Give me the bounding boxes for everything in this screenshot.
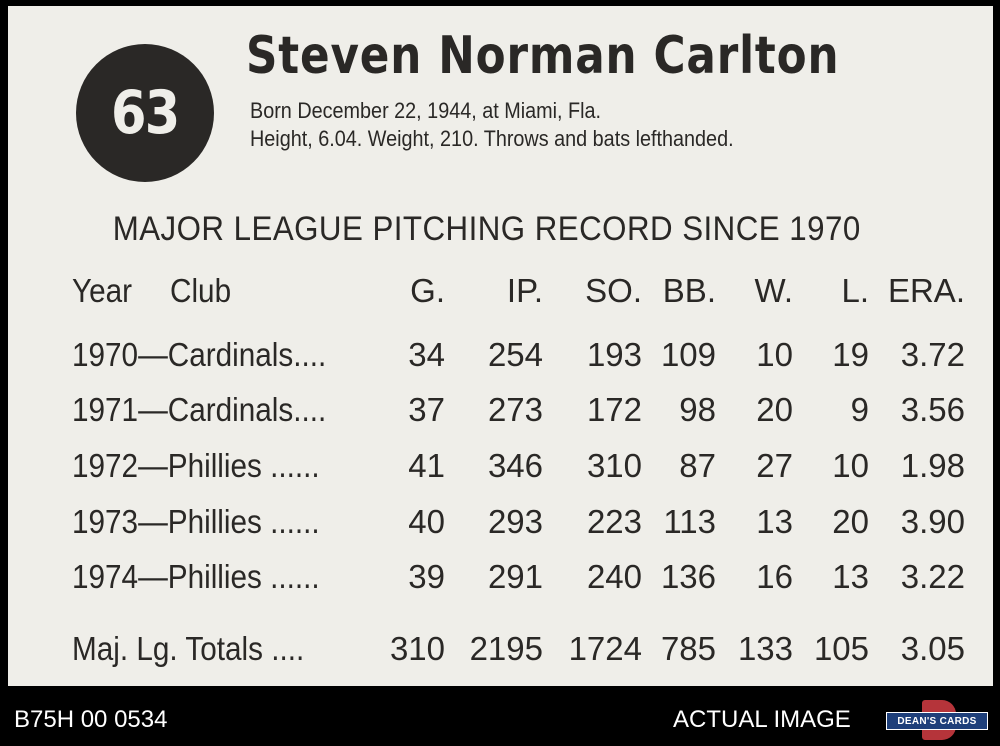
cell-so: 240 bbox=[586, 558, 642, 595]
cell-l: 10 bbox=[832, 447, 869, 484]
cell-era: 3.56 bbox=[900, 391, 965, 428]
physical-info: Height, 6.04. Weight, 210. Throws and ba… bbox=[250, 126, 734, 151]
deans-cards-logo-icon: DEAN'S CARDS bbox=[884, 700, 990, 740]
cell-bb: 109 bbox=[660, 336, 716, 373]
cell-era: 3.22 bbox=[900, 558, 965, 595]
total-bb: 785 bbox=[660, 630, 716, 667]
cell-w: 16 bbox=[756, 558, 793, 595]
cell-bb: 98 bbox=[679, 391, 716, 428]
cell-bb: 87 bbox=[679, 447, 716, 484]
stats-row: 1973—Phillies ...... 40 293 223 113 13 2… bbox=[8, 503, 993, 547]
cell-w: 10 bbox=[756, 336, 793, 373]
col-header-year: Year bbox=[72, 272, 133, 309]
col-header-bb: BB. bbox=[662, 272, 716, 309]
col-header-club: Club bbox=[170, 272, 232, 309]
logo-text: DEAN'S CARDS bbox=[897, 715, 977, 727]
col-header-w: W. bbox=[754, 272, 794, 309]
cell-ip: 293 bbox=[487, 503, 543, 540]
card-number: 63 bbox=[111, 78, 180, 148]
cell-g: 39 bbox=[408, 558, 445, 595]
total-w: 133 bbox=[737, 630, 793, 667]
total-g: 310 bbox=[389, 630, 445, 667]
cell-so: 223 bbox=[586, 503, 642, 540]
col-header-ip: IP. bbox=[506, 272, 543, 309]
cell-bb: 113 bbox=[663, 503, 716, 540]
cell-ip: 291 bbox=[487, 558, 543, 595]
cell-so: 193 bbox=[586, 336, 642, 373]
stats-row: 1974—Phillies ...... 39 291 240 136 16 1… bbox=[8, 558, 993, 602]
cell-w: 27 bbox=[756, 447, 793, 484]
stats-row: 1970—Cardinals.... 34 254 193 109 10 19 … bbox=[8, 336, 993, 380]
col-header-g: G. bbox=[410, 272, 445, 309]
cell-bb: 136 bbox=[660, 558, 716, 595]
cell-l: 19 bbox=[832, 336, 869, 373]
total-era: 3.05 bbox=[900, 630, 965, 667]
row-label: 1972—Phillies ...... bbox=[72, 447, 320, 484]
totals-label: Maj. Lg. Totals .... bbox=[72, 630, 305, 667]
stats-row: 1971—Cardinals.... 37 273 172 98 20 9 3.… bbox=[8, 391, 993, 435]
cell-g: 34 bbox=[408, 336, 445, 373]
card-number-badge: 63 bbox=[76, 44, 214, 182]
col-header-so: SO. bbox=[585, 272, 642, 309]
col-header-l: L. bbox=[841, 272, 869, 309]
stats-header-row: Year Club G. IP. SO. BB. W. L. ERA. bbox=[8, 272, 993, 316]
inventory-code: B75H 00 0534 bbox=[14, 706, 168, 733]
cell-era: 3.72 bbox=[900, 336, 965, 373]
cell-so: 310 bbox=[586, 447, 642, 484]
stats-totals-row: Maj. Lg. Totals .... 310 2195 1724 785 1… bbox=[8, 630, 993, 674]
cell-w: 13 bbox=[756, 503, 793, 540]
cell-w: 20 bbox=[756, 391, 793, 428]
cell-so: 172 bbox=[586, 391, 642, 428]
record-heading: MAJOR LEAGUE PITCHING RECORD SINCE 1970 bbox=[112, 210, 861, 248]
player-name: Steven Norman Carlton bbox=[246, 26, 840, 86]
cell-g: 37 bbox=[408, 391, 445, 428]
total-so: 1724 bbox=[568, 630, 642, 667]
row-label: 1970—Cardinals.... bbox=[72, 336, 327, 373]
row-label: 1971—Cardinals.... bbox=[72, 391, 327, 428]
row-label: 1973—Phillies ...... bbox=[72, 503, 320, 540]
trading-card-back: 63 Steven Norman Carlton Born December 2… bbox=[8, 6, 993, 686]
total-ip: 2195 bbox=[469, 630, 543, 667]
logo-banner: DEAN'S CARDS bbox=[886, 712, 988, 730]
cell-era: 3.90 bbox=[900, 503, 965, 540]
cell-ip: 254 bbox=[487, 336, 543, 373]
cell-l: 20 bbox=[832, 503, 869, 540]
cell-l: 13 bbox=[832, 558, 869, 595]
actual-image-label: ACTUAL IMAGE bbox=[673, 706, 851, 733]
total-l: 105 bbox=[813, 630, 869, 667]
cell-ip: 346 bbox=[487, 447, 543, 484]
stats-row: 1972—Phillies ...... 41 346 310 87 27 10… bbox=[8, 447, 993, 491]
cell-ip: 273 bbox=[487, 391, 543, 428]
cell-g: 40 bbox=[408, 503, 445, 540]
col-header-era: ERA. bbox=[887, 272, 965, 309]
cell-l: 9 bbox=[850, 391, 869, 428]
row-label: 1974—Phillies ...... bbox=[72, 558, 320, 595]
cell-g: 41 bbox=[408, 447, 445, 484]
birth-info: Born December 22, 1944, at Miami, Fla. bbox=[250, 98, 602, 123]
cell-era: 1.98 bbox=[900, 447, 965, 484]
